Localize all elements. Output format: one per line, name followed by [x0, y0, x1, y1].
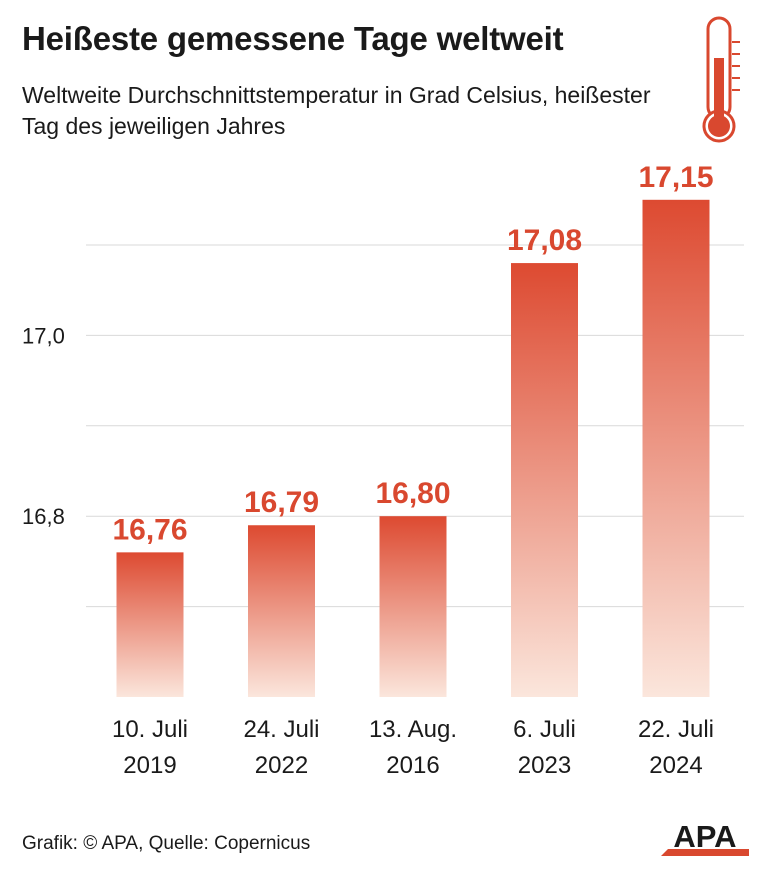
x-tick-label: 2023 — [518, 752, 571, 779]
value-label: 16,80 — [375, 477, 450, 510]
apa-logo-text: APA — [673, 822, 736, 854]
x-tick-label: 2024 — [649, 752, 702, 779]
source-note: Grafik: © APA, Quelle: Copernicus — [22, 833, 311, 854]
bar-chart: 16,8 17,0 16,76 16,79 16,80 17,08 17,15 10. J… — [22, 161, 744, 779]
x-tick-label: 2016 — [386, 752, 439, 779]
bar — [248, 525, 315, 697]
value-labels: 16,76 16,79 16,80 17,08 17,15 — [112, 161, 713, 547]
gridlines — [86, 244, 744, 608]
thermometer-icon — [702, 16, 740, 143]
bar — [379, 516, 447, 697]
chart-subtitle: Weltweite Durchschnittstemperatur in Gra… — [22, 82, 651, 139]
y-tick-label: 17,0 — [22, 323, 65, 348]
x-tick-label: 2022 — [255, 752, 308, 779]
x-tick-label: 6. Juli — [513, 716, 576, 743]
value-label: 16,76 — [112, 513, 187, 546]
x-tick-label: 24. Juli — [243, 716, 319, 743]
x-tick-label: 10. Juli — [112, 716, 188, 743]
bar — [116, 552, 184, 697]
x-tick-label: 13. Aug. — [369, 716, 457, 743]
x-tick-label: 2019 — [123, 752, 176, 779]
x-tick-label: 22. Juli — [638, 716, 714, 743]
value-label: 17,15 — [638, 161, 713, 194]
x-axis-ticks: 10. Juli 2019 24. Juli 2022 13. Aug. 2016 6. J… — [112, 716, 714, 779]
value-label: 16,79 — [244, 486, 319, 519]
value-label: 17,08 — [507, 224, 582, 257]
bar — [642, 199, 710, 698]
apa-logo: APA — [661, 822, 749, 856]
bar — [511, 263, 578, 697]
y-axis-ticks: 16,8 17,0 — [22, 323, 65, 529]
bars — [116, 199, 710, 698]
chart-title: Heißeste gemessene Tage weltweit — [22, 20, 564, 57]
y-tick-label: 16,8 — [22, 504, 65, 529]
